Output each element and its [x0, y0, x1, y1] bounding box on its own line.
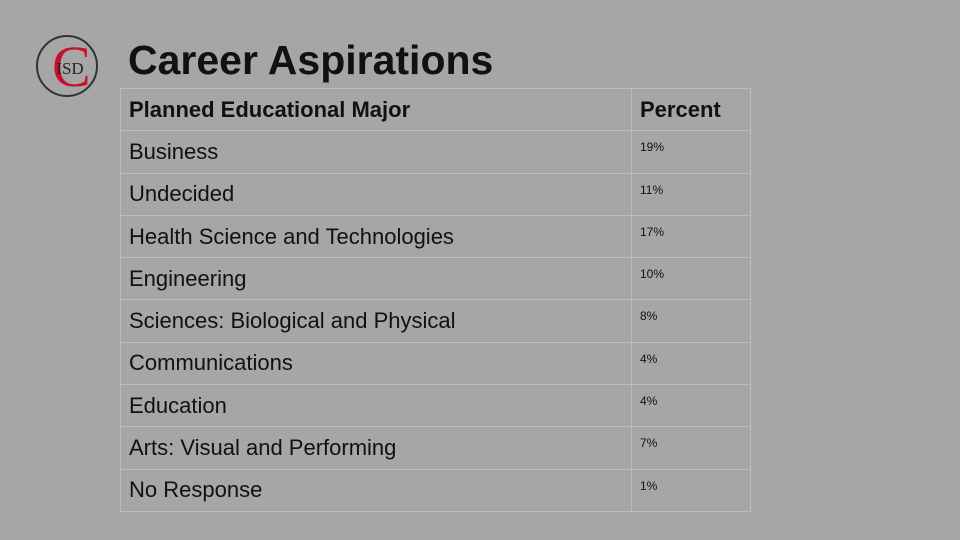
percent-cell: 8% — [631, 299, 751, 343]
percent-cell: 1% — [631, 468, 751, 512]
column-header: Percent — [631, 87, 751, 132]
major-cell: Sciences: Biological and Physical — [120, 299, 632, 343]
table-row: Engineering 10% — [120, 257, 751, 301]
percent-cell: 7% — [631, 426, 751, 470]
table-row: No Response 1% — [120, 468, 751, 512]
percent-cell: 11% — [631, 172, 751, 216]
percent-cell: 4% — [631, 384, 751, 428]
percent-cell: 10% — [631, 257, 751, 301]
table-row: Education 4% — [120, 384, 751, 428]
column-header: Planned Educational Major — [120, 87, 632, 132]
table-row: Undecided 11% — [120, 172, 751, 216]
slide-title: Career Aspirations — [128, 37, 494, 83]
table-body: Business 19% Undecided 11% Health Science an… — [120, 130, 751, 512]
logo-text: ISD — [56, 59, 83, 78]
logo: C ISD — [36, 34, 98, 99]
header-row: Planned Educational Major Percent — [120, 87, 751, 132]
percent-cell: 17% — [631, 214, 751, 259]
table-row: Communications 4% — [120, 341, 751, 386]
percent-cell: 4% — [631, 341, 751, 386]
major-cell: Communications — [120, 341, 632, 386]
table-row: Sciences: Biological and Physical 8% — [120, 299, 751, 343]
major-cell: Engineering — [120, 257, 632, 301]
major-cell: Arts: Visual and Performing — [120, 426, 632, 470]
major-cell: Undecided — [120, 172, 632, 216]
logo-ring — [36, 35, 98, 97]
table: Planned Educational Major Percent Busines… — [120, 87, 751, 512]
major-cell: Health Science and Technologies — [120, 214, 632, 259]
table-row: Health Science and Technologies 17% — [120, 214, 751, 259]
major-cell: No Response — [120, 468, 632, 512]
logo-letter: C — [52, 34, 91, 99]
major-cell: Education — [120, 384, 632, 428]
table-row: Arts: Visual and Performing 7% — [120, 426, 751, 470]
percent-cell: 19% — [631, 130, 751, 174]
table-row: Business 19% — [120, 130, 751, 174]
major-cell: Business — [120, 130, 632, 174]
